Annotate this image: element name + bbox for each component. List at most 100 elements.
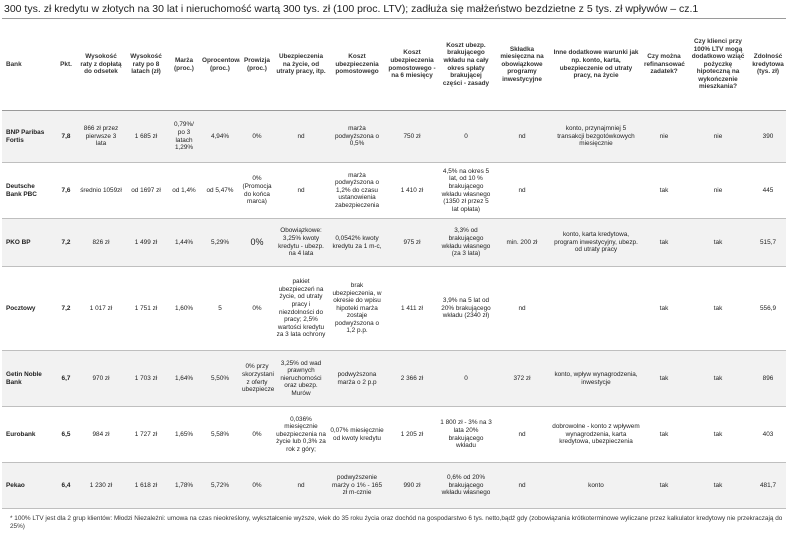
- cell-marza: od 1,4%: [172, 186, 196, 194]
- cell-inne: dobrowolne - konto z wpływem wynagrodzen…: [552, 423, 640, 446]
- cell-koszt-pomost: podwyższona marża o 2 p.p: [337, 370, 377, 386]
- cell-prowizja: 0%: [250, 236, 264, 247]
- cell-brak-wklad: 3,9% na 5 lat od 20% brakującego wkładu …: [441, 297, 491, 320]
- cell-rata-doplata: 1 017 zł: [89, 304, 113, 312]
- cell-ltv: tak: [713, 304, 723, 312]
- cell-rata-8: 1 499 zł: [134, 238, 158, 246]
- cell-skladka: nd: [518, 132, 526, 140]
- cell-bank: Pekao: [6, 481, 25, 489]
- cell-ubezp-zycie: nd: [297, 186, 305, 194]
- col-header-marza: Marża (proc.): [174, 56, 194, 72]
- col-header-pomost-6m: Koszt ubezpieczenia pomostowego - na 6 m…: [388, 49, 436, 80]
- cell-oproc: 5,58%: [210, 430, 230, 438]
- cell-ltv: tak: [713, 374, 723, 382]
- cell-rata-8: 1 685 zł: [134, 132, 158, 140]
- cell-rata-8: 1 618 zł: [134, 481, 158, 489]
- cell-bank: PKO BP: [6, 238, 31, 246]
- cell-rata-doplata: 826 zł: [92, 238, 110, 246]
- cell-rata-8: od 1697 zł: [131, 186, 161, 194]
- col-header-ltv: Czy klienci przy 100% LTV mogą dodatkowo…: [691, 37, 745, 91]
- cell-inne: konto, przynajmniej 5 transakcji bezgotó…: [557, 125, 635, 148]
- table-row: PKO BP 7,2 826 zł 1 499 zł 1,44% 5,29% 0…: [2, 218, 786, 267]
- col-header-brak-wklad: Koszt ubezp. brakującego wkładu na cały …: [442, 41, 490, 87]
- cell-ltv: tak: [713, 430, 723, 438]
- cell-oproc: 5,29%: [210, 238, 230, 246]
- cell-zadatek: tak: [659, 238, 669, 246]
- cell-oproc: od 5,47%: [206, 186, 234, 194]
- cell-rata-doplata: 866 zł przez pierwsze 3 lata: [83, 125, 119, 148]
- cell-skladka: nd: [518, 186, 526, 194]
- cell-zadatek: tak: [659, 481, 669, 489]
- cell-pomost-6m: 990 zł: [403, 481, 421, 489]
- cell-ubezp-zycie: nd: [297, 481, 305, 489]
- cell-koszt-pomost: 0,07% miesięcznie od kwoty kredytu: [330, 426, 384, 442]
- cell-marza: 1,65%: [174, 430, 194, 438]
- cell-bank: Getin Noble Bank: [6, 370, 42, 386]
- cell-pomost-6m: 1 410 zł: [400, 186, 424, 194]
- cell-bank: BNP Paribas Fortis: [6, 128, 45, 144]
- cell-pkt: 6,7: [61, 374, 71, 382]
- cell-ltv: tak: [713, 481, 723, 489]
- cell-ltv: tak: [713, 238, 723, 246]
- cell-ubezp-zycie: Obowiązkowe: 3,25% kwoty kredytu - ubezp…: [278, 227, 324, 258]
- cell-pomost-6m: 1 205 zł: [400, 430, 424, 438]
- header-row: Bank Pkt. Wysokość raty z dopłatą do ods…: [2, 18, 786, 111]
- cell-koszt-pomost: 0,0542% kwoty kredytu za 1 m-c,: [332, 234, 382, 250]
- page-title: 300 tys. zł kredytu w złotych na 30 lat …: [4, 3, 699, 15]
- cell-oproc: 4,94%: [210, 132, 230, 140]
- cell-pomost-6m: 975 zł: [403, 238, 421, 246]
- cell-zdolnosc: 556,9: [760, 304, 776, 312]
- cell-brak-wklad: 0: [464, 132, 468, 140]
- cell-skladka: nd: [518, 304, 526, 312]
- cell-prowizja: 0% przy skorzystaniu z oferty ubezpiecze…: [242, 363, 274, 394]
- cell-skladka: nd: [518, 481, 526, 489]
- cell-zadatek: nie: [659, 132, 669, 140]
- cell-rata-doplata: średnio 1059zł: [80, 186, 122, 194]
- cell-skladka: min. 200 zł: [506, 238, 538, 246]
- cell-koszt-pomost: marża podwyższona o 0,5%: [334, 125, 380, 148]
- cell-zdolnosc: 896: [762, 374, 774, 382]
- cell-oproc: 5: [218, 304, 222, 312]
- cell-zdolnosc: 390: [762, 132, 774, 140]
- cell-oproc: 5,72%: [210, 481, 230, 489]
- cell-koszt-pomost: brak ubezpieczenia, w okresie do wpisu h…: [332, 281, 382, 335]
- cell-skladka: 372 zł: [513, 374, 531, 382]
- cell-bank: Deutsche Bank PBC: [6, 182, 37, 198]
- cell-ltv: nie: [713, 186, 723, 194]
- cell-prowizja: 0%: [252, 132, 262, 140]
- cell-zdolnosc: 445: [762, 186, 774, 194]
- cell-marza: 1,44%: [174, 238, 194, 246]
- cell-rata-8: 1 751 zł: [134, 304, 158, 312]
- col-header-rata-doplata: Wysokość raty z dopłatą do odsetek: [80, 53, 122, 76]
- col-header-zadatek: Czy można refinansować zadatek?: [644, 53, 685, 76]
- col-header-bank: Bank: [6, 60, 22, 68]
- cell-pkt: 6,4: [61, 481, 71, 489]
- cell-zadatek: tak: [659, 304, 669, 312]
- cell-pomost-6m: 2 366 zł: [400, 374, 424, 382]
- cell-bank: Pocztowy: [6, 304, 36, 312]
- cell-zdolnosc: 481,7: [760, 481, 776, 489]
- cell-rata-doplata: 984 zł: [92, 430, 110, 438]
- cell-brak-wklad: 4,5% na okres 5 lat, od 10 % brakującego…: [441, 167, 491, 213]
- cell-prowizja: 0%: [252, 481, 262, 489]
- cell-brak-wklad: 0,6% od 20% brakującego wkładu własnego: [441, 474, 491, 497]
- table-row: BNP Paribas Fortis 7,8 866 zł przez pier…: [2, 110, 786, 163]
- table-row: Deutsche Bank PBC 7,6 średnio 1059zł od …: [2, 162, 786, 219]
- col-header-prowizja: Prowizja (proc.): [244, 56, 270, 72]
- col-header-rata-8: Wysokość raty po 8 latach (zł): [130, 53, 162, 76]
- cell-brak-wklad: 3,3% od brakującego wkładu własnego (za …: [441, 227, 491, 258]
- table-row: Getin Noble Bank 6,7 970 zł 1 703 zł 1,6…: [2, 350, 786, 407]
- cell-rata-8: 1 727 zł: [134, 430, 158, 438]
- col-header-skladka: Składka miesięczna na obowiązkowe progra…: [500, 45, 544, 83]
- col-header-koszt-pomost: Koszt ubezpieczenia pomostowego: [335, 53, 379, 76]
- mortgage-comparison-table: Bank Pkt. Wysokość raty z dopłatą do ods…: [2, 18, 786, 509]
- cell-zadatek: tak: [659, 374, 669, 382]
- cell-marza: 0,79%/ po 3 latach 1,29%: [174, 121, 194, 152]
- cell-prowizja: 0%: [252, 430, 262, 438]
- cell-skladka: nd: [518, 430, 526, 438]
- cell-ubezp-zycie: 3,25% od wad prawnych nieruchomości oraz…: [280, 359, 322, 397]
- cell-rata-doplata: 1 230 zł: [89, 481, 113, 489]
- footnote: * 100% LTV jest dla 2 grup klientów: Mło…: [10, 515, 783, 530]
- cell-koszt-pomost: podwyższenie marży o 1% - 165 zł m-cznie: [331, 474, 383, 497]
- cell-inne: konto: [588, 481, 604, 489]
